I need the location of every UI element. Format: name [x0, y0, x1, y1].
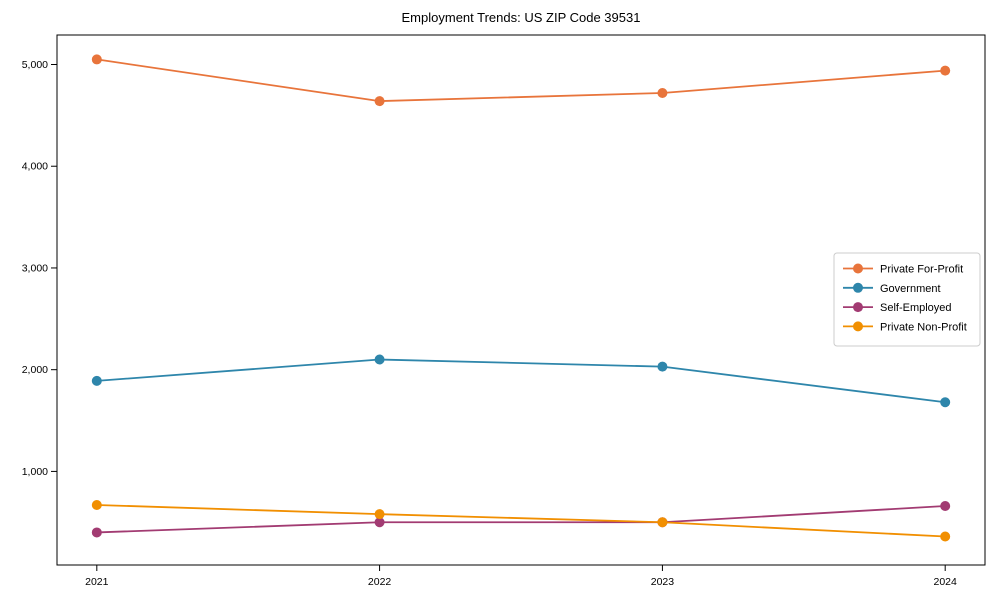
- x-tick-label: 2022: [368, 576, 392, 588]
- data-point-marker: [91, 54, 102, 65]
- data-point-marker: [657, 361, 668, 372]
- x-tick-label: 2021: [85, 576, 109, 588]
- x-tick-label: 2023: [651, 576, 675, 588]
- data-point-marker: [940, 500, 951, 511]
- legend-marker-dot: [853, 263, 863, 274]
- data-point-marker: [91, 527, 102, 538]
- chart-title: Employment Trends: US ZIP Code 39531: [401, 10, 641, 25]
- y-tick-label: 4,000: [22, 161, 48, 173]
- legend-marker-dot: [853, 321, 863, 332]
- data-point-marker: [940, 531, 951, 542]
- y-tick-label: 5,000: [22, 59, 48, 71]
- x-tick-label: 2024: [934, 576, 958, 588]
- data-point-marker: [91, 499, 102, 510]
- data-point-marker: [657, 87, 668, 98]
- plot-border: [56, 34, 986, 566]
- series-line: [96, 358, 946, 404]
- legend-label: Private Non-Profit: [880, 321, 967, 333]
- legend-box: [833, 252, 981, 347]
- y-tick-label: 1,000: [22, 466, 48, 478]
- series-line: [96, 505, 946, 534]
- legend-marker-dot: [853, 282, 863, 293]
- legend-label: Government: [880, 283, 941, 295]
- data-point-marker: [374, 96, 385, 107]
- data-point-marker: [940, 397, 951, 408]
- y-tick-label: 3,000: [22, 262, 48, 274]
- data-point-marker: [374, 517, 385, 528]
- data-point-marker: [940, 65, 951, 76]
- data-point-marker: [374, 354, 385, 365]
- legend-marker-dot: [853, 302, 863, 313]
- legend-label: Private For-Profit: [880, 264, 963, 276]
- legend-label: Self-Employed: [880, 302, 952, 314]
- data-point-marker: [91, 375, 102, 386]
- data-point-marker: [374, 509, 385, 520]
- series-line: [96, 504, 946, 538]
- series-line: [96, 58, 946, 103]
- data-point-marker: [657, 517, 668, 528]
- y-tick-label: 2,000: [22, 364, 48, 376]
